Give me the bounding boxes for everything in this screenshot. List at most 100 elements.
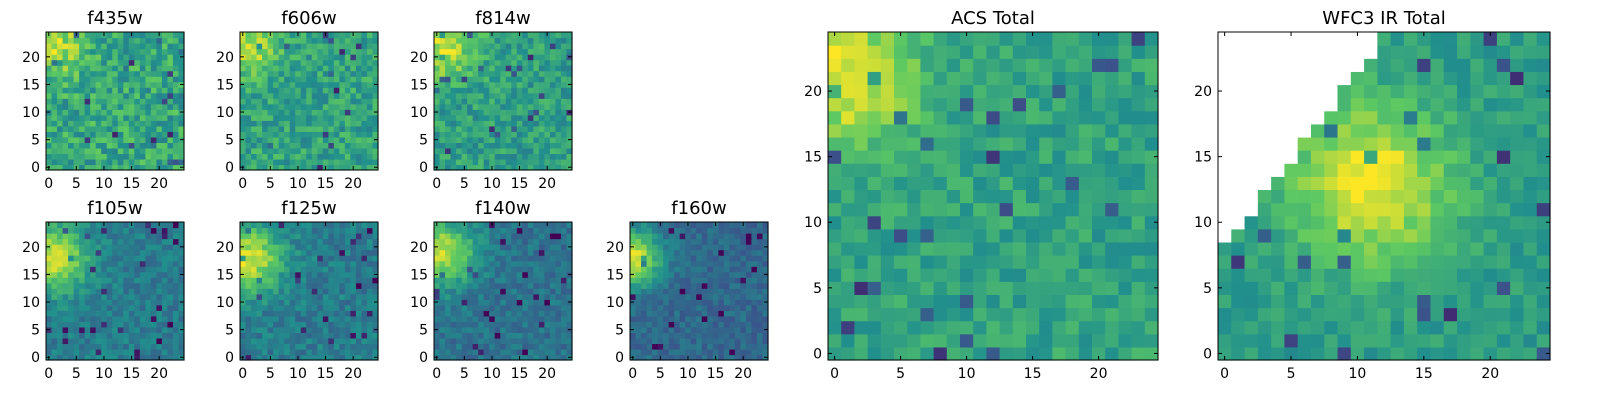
heatmap-cell	[1012, 281, 1027, 295]
heatmap-cell	[311, 321, 318, 328]
heatmap-cell	[295, 238, 302, 245]
heatmap-cell	[139, 92, 146, 99]
heatmap-cell	[1144, 176, 1159, 191]
heatmap-cell	[560, 266, 568, 273]
heatmap-cell	[145, 54, 152, 61]
heatmap-cell	[167, 65, 174, 72]
heatmap-cell	[139, 32, 146, 39]
x-tick-label: 10	[289, 176, 307, 192]
heatmap-cell	[161, 59, 169, 66]
heatmap-cell	[456, 59, 463, 66]
heatmap-cell	[361, 43, 368, 50]
heatmap-cell	[489, 326, 496, 333]
heatmap-cell	[256, 120, 263, 127]
heatmap-cell	[46, 315, 53, 322]
heatmap-cell	[1092, 255, 1106, 269]
y-tick-label: 20	[22, 50, 40, 66]
heatmap-cell	[372, 321, 379, 328]
heatmap-cell	[251, 147, 258, 155]
heatmap-cell	[178, 293, 185, 300]
heatmap-cell	[674, 326, 681, 333]
heatmap-cell	[278, 238, 285, 245]
heatmap-cell	[668, 244, 675, 251]
heatmap-cell	[156, 277, 163, 284]
heatmap-cell	[322, 293, 329, 300]
heatmap-cell	[84, 315, 91, 322]
heatmap-cell	[295, 321, 302, 328]
heatmap-cell	[635, 244, 642, 251]
heatmap-cell	[516, 326, 523, 333]
heatmap-cell	[489, 282, 496, 289]
heatmap-cell	[62, 299, 69, 306]
heatmap-cell	[161, 271, 169, 278]
heatmap-cell	[674, 238, 681, 245]
heatmap-cell	[161, 326, 169, 333]
heatmap-cell	[467, 293, 474, 300]
heatmap-cell	[84, 266, 91, 273]
heatmap-cell	[894, 228, 908, 243]
heatmap-cell	[262, 103, 269, 110]
heatmap-cell	[333, 32, 340, 39]
heatmap-cell	[712, 343, 719, 350]
chart-title: f160w	[671, 198, 726, 219]
heatmap-cell	[560, 81, 568, 88]
heatmap-cell	[641, 222, 648, 229]
heatmap-cell	[668, 310, 675, 317]
heatmap-cell	[361, 37, 368, 44]
heatmap-cell	[317, 48, 324, 55]
heatmap-cell	[522, 282, 529, 289]
heatmap-cell	[95, 54, 102, 61]
heatmap-cell	[178, 238, 185, 245]
heatmap-cell	[450, 337, 457, 345]
heatmap-cell	[355, 87, 363, 94]
heatmap-cell	[317, 98, 324, 105]
heatmap-cell	[527, 222, 534, 229]
heatmap-cell	[456, 337, 463, 345]
heatmap-cell	[434, 255, 441, 262]
x-tick-label: 20	[538, 176, 556, 192]
heatmap-cell	[106, 343, 113, 350]
heatmap-cell	[933, 228, 948, 243]
heatmap-cell	[1092, 189, 1106, 204]
heatmap-cell	[740, 249, 747, 256]
heatmap-cell	[311, 153, 318, 160]
heatmap-cell	[322, 304, 329, 311]
heatmap-cell	[880, 255, 895, 269]
heatmap-cell	[867, 320, 882, 335]
heatmap-cell	[489, 81, 496, 88]
heatmap-cell	[117, 266, 124, 273]
heatmap-cell	[461, 87, 468, 94]
heatmap-cell	[84, 238, 91, 245]
heatmap-cell	[251, 337, 258, 345]
heatmap-cell	[635, 260, 642, 267]
heatmap-cell	[854, 176, 869, 191]
heatmap-cell	[95, 114, 102, 121]
heatmap-cell	[522, 315, 529, 322]
heatmap-cell	[245, 59, 252, 66]
heatmap-cell	[333, 332, 340, 339]
heatmap-cell	[544, 114, 551, 121]
heatmap-cell	[156, 54, 163, 61]
heatmap-cell	[1039, 215, 1053, 230]
heatmap-cell	[112, 255, 119, 262]
heatmap-cell	[57, 293, 64, 300]
heatmap-cell	[366, 76, 374, 83]
heatmap-cell	[322, 103, 329, 110]
heatmap-cell	[95, 233, 102, 240]
heatmap-cell	[51, 277, 58, 284]
heatmap-cell	[494, 147, 501, 155]
heatmap-cell	[740, 244, 747, 251]
heatmap-cell	[522, 87, 529, 94]
heatmap-cell	[245, 103, 252, 110]
heatmap-cell	[167, 348, 174, 356]
heatmap-cell	[511, 282, 518, 289]
heatmap-cell	[46, 98, 53, 105]
heatmap-cell	[718, 332, 725, 339]
heatmap-cell	[161, 120, 169, 127]
heatmap-cell	[701, 310, 708, 317]
heatmap-cell	[267, 142, 274, 149]
heatmap-cell	[139, 348, 146, 356]
heatmap-cell	[139, 332, 146, 339]
heatmap-cell	[112, 354, 119, 361]
